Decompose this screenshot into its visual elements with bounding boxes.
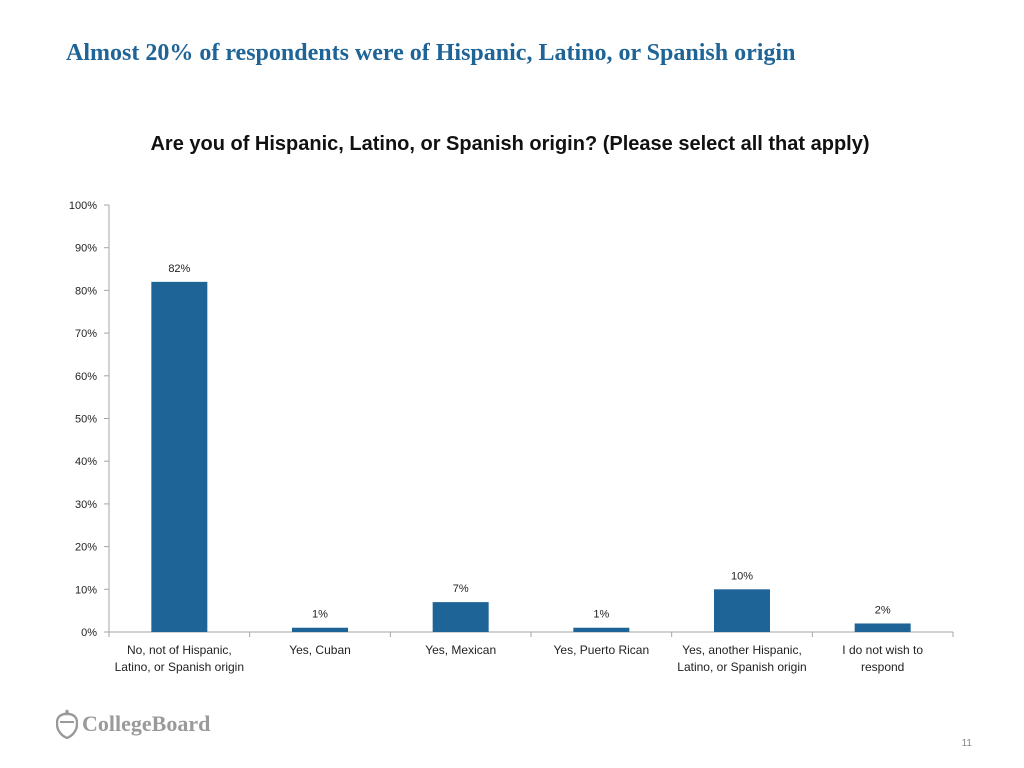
- category-label-line: Yes, another Hispanic,: [682, 643, 802, 657]
- y-tick-label: 20%: [75, 542, 97, 554]
- y-tick-label: 100%: [69, 200, 97, 212]
- category-label: Yes, another Hispanic, Latino, or Spanish…: [677, 643, 806, 674]
- acorn-logo-icon: [56, 709, 78, 739]
- category-label-line: Latino, or Spanish origin: [115, 660, 244, 674]
- page-number: 11: [961, 738, 972, 749]
- slide-title: Almost 20% of respondents were of Hispan…: [66, 40, 796, 66]
- y-tick-label: 0%: [81, 627, 97, 639]
- category-label-line: Latino, or Spanish origin: [677, 660, 806, 674]
- bar: [432, 602, 489, 632]
- category-label-line: No, not of Hispanic,: [127, 643, 232, 657]
- category-label-line: I do not wish to: [842, 643, 923, 657]
- category-label-line: respond: [861, 660, 904, 674]
- category-label-line: Yes, Mexican: [425, 643, 496, 657]
- category-label-line: Yes, Cuban: [289, 643, 351, 657]
- collegeboard-logo: CollegeBoard: [56, 706, 210, 742]
- bar: [292, 627, 348, 632]
- y-tick-label: 90%: [75, 243, 97, 255]
- category-label: No, not of Hispanic, Latino, or Spanish o…: [115, 643, 244, 674]
- bar: [573, 627, 630, 632]
- data-label: 7%: [453, 583, 469, 595]
- category-label: I do not wish to respond: [842, 643, 923, 674]
- y-tick-label: 30%: [75, 499, 97, 511]
- y-tick-label: 70%: [75, 328, 97, 340]
- category-label-line: Yes, Puerto Rican: [554, 643, 650, 657]
- y-tick-label: 50%: [75, 414, 97, 426]
- category-label: Yes, Cuban: [289, 643, 351, 657]
- y-tick-label: 10%: [75, 584, 97, 596]
- category-label: Yes, Mexican: [425, 643, 496, 657]
- bar: [151, 281, 208, 632]
- data-label: 1%: [593, 609, 609, 621]
- chart-title: Are you of Hispanic, Latino, or Spanish …: [150, 133, 870, 155]
- data-label: 82%: [168, 263, 190, 275]
- data-label: 1%: [312, 609, 328, 621]
- data-label: 10%: [731, 570, 753, 582]
- y-tick-label: 60%: [75, 371, 97, 383]
- y-tick-label: 80%: [75, 285, 97, 297]
- data-label: 2%: [875, 604, 891, 616]
- logo-text: CollegeBoard: [82, 711, 211, 736]
- y-tick-label: 40%: [75, 456, 97, 468]
- bar-chart: 0% 10% 20% 30% 40% 50% 60% 70% 80% 90% 100% 82% No, …: [69, 200, 954, 674]
- bar: [714, 589, 770, 632]
- category-label: Yes, Puerto Rican: [554, 643, 650, 657]
- bar: [854, 623, 911, 632]
